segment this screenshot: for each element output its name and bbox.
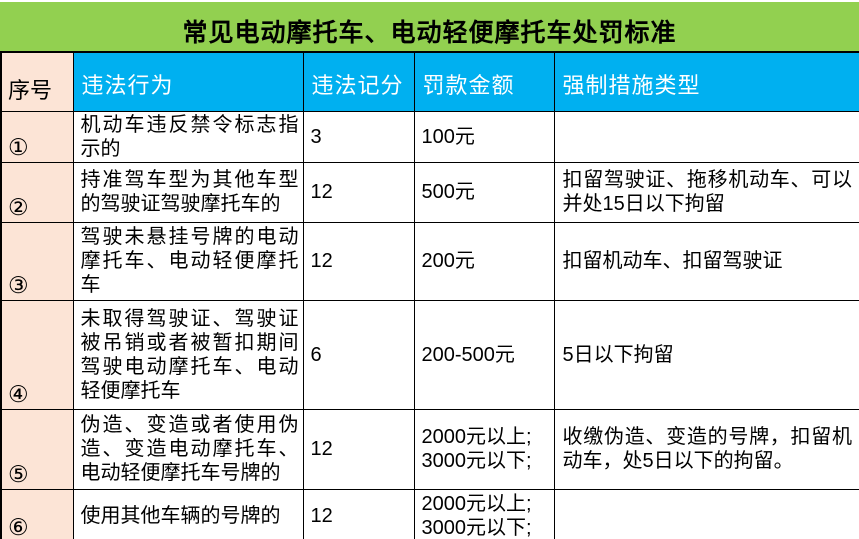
- serial-cell: ②: [0, 161, 74, 223]
- behavior-cell: 未取得驾驶证、驾驶证被吊销或者被暂扣期间驾驶电动摩托车、电动轻便摩托车: [72, 299, 304, 410]
- measure-cell: [553, 488, 859, 539]
- penalty-table: 序号 违法行为 违法记分 罚款金额 强制措施类型 ① 机动车违反禁令标志指示的 …: [0, 51, 859, 539]
- points-cell: 12: [302, 488, 415, 539]
- points-cell: 12: [302, 161, 415, 223]
- serial-cell: ⑥: [0, 488, 74, 539]
- table-row: ④ 未取得驾驶证、驾驶证被吊销或者被暂扣期间驾驶电动摩托车、电动轻便摩托车 6 …: [0, 299, 859, 410]
- points-cell: 12: [302, 408, 415, 490]
- points-cell: 3: [302, 110, 415, 163]
- table-header-row: 序号 违法行为 违法记分 罚款金额 强制措施类型: [0, 51, 859, 112]
- table-row: ② 持准驾车型为其他车型的驾驶证驾驶摩托车的 12 500元 扣留驾驶证、拖移机…: [0, 161, 859, 223]
- table-row: ③ 驾驶未悬挂号牌的电动摩托车、电动轻便摩托车 12 200元 扣留机动车、扣留…: [0, 221, 859, 301]
- serial-cell: ③: [0, 221, 74, 301]
- measure-cell: 扣留机动车、扣留驾驶证: [553, 221, 859, 301]
- col-header-measure: 强制措施类型: [553, 51, 859, 112]
- table-row: ⑤ 伪造、变造或者使用伪造、变造电动摩托车、电动轻便摩托车号牌的 12 2000…: [0, 408, 859, 490]
- behavior-cell: 使用其他车辆的号牌的: [72, 488, 304, 539]
- measure-cell: 5日以下拘留: [553, 299, 859, 410]
- col-header-fine: 罚款金额: [413, 51, 555, 112]
- fine-cell: 100元: [413, 110, 555, 163]
- serial-cell: ⑤: [0, 408, 74, 490]
- measure-cell: 收缴伪造、变造的号牌，扣留机动车，处5日以下的拘留。: [553, 408, 859, 490]
- fine-cell: 2000元以上; 3000元以下;: [413, 488, 555, 539]
- col-header-serial: 序号: [0, 51, 74, 112]
- behavior-cell: 伪造、变造或者使用伪造、变造电动摩托车、电动轻便摩托车号牌的: [72, 408, 304, 490]
- col-header-points: 违法记分: [302, 51, 415, 112]
- fine-cell: 2000元以上; 3000元以下;: [413, 408, 555, 490]
- fine-cell: 200元: [413, 221, 555, 301]
- title-bar: 常见电动摩托车、电动轻便摩托车处罚标准: [0, 2, 859, 51]
- behavior-cell: 机动车违反禁令标志指示的: [72, 110, 304, 163]
- serial-cell: ④: [0, 299, 74, 410]
- measure-cell: [553, 110, 859, 163]
- behavior-cell: 驾驶未悬挂号牌的电动摩托车、电动轻便摩托车: [72, 221, 304, 301]
- page-title: 常见电动摩托车、电动轻便摩托车处罚标准: [182, 19, 677, 47]
- table-row: ① 机动车违反禁令标志指示的 3 100元: [0, 110, 859, 163]
- fine-cell: 500元: [413, 161, 555, 223]
- serial-cell: ①: [0, 110, 74, 163]
- col-header-behavior: 违法行为: [72, 51, 304, 112]
- fine-cell: 200-500元: [413, 299, 555, 410]
- points-cell: 6: [302, 299, 415, 410]
- measure-cell: 扣留驾驶证、拖移机动车、可以并处15日以下拘留: [553, 161, 859, 223]
- table-row: ⑥ 使用其他车辆的号牌的 12 2000元以上; 3000元以下;: [0, 488, 859, 539]
- points-cell: 12: [302, 221, 415, 301]
- behavior-cell: 持准驾车型为其他车型的驾驶证驾驶摩托车的: [72, 161, 304, 223]
